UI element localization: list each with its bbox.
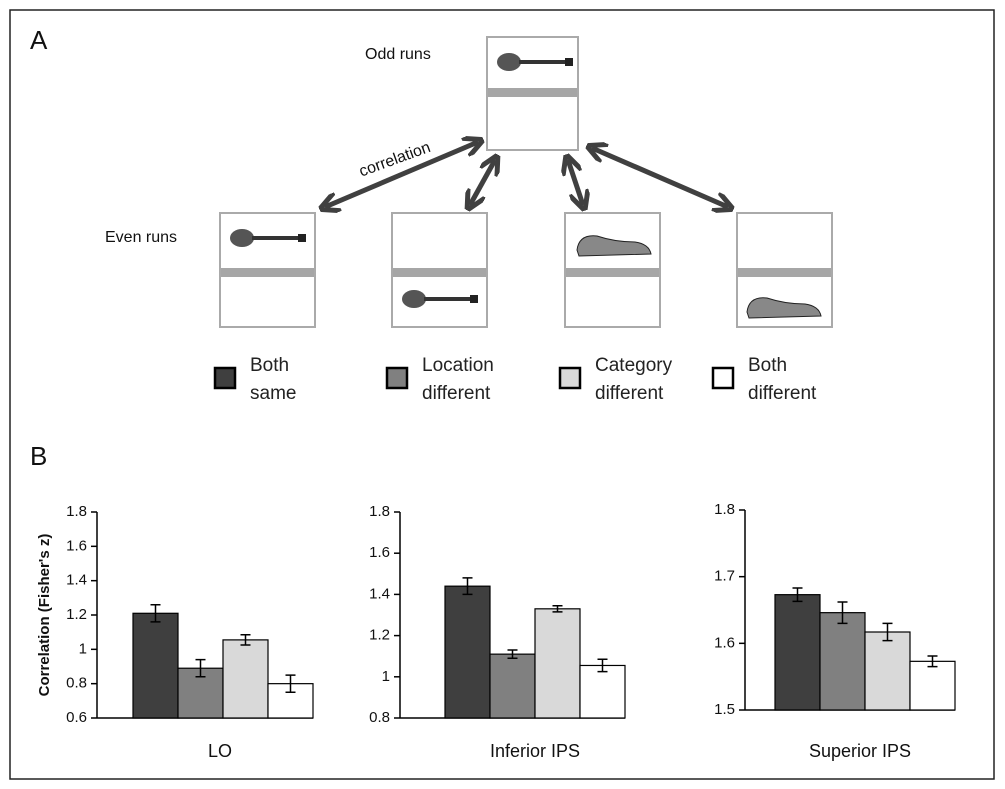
bar bbox=[910, 661, 955, 710]
y-tick-label: 1.2 bbox=[369, 627, 390, 644]
y-tick-label: 1.6 bbox=[369, 544, 390, 561]
odd-label: Odd runs bbox=[365, 46, 431, 63]
y-tick-label: 0.8 bbox=[66, 675, 87, 692]
legend-swatch bbox=[215, 368, 235, 388]
legend-label: Category different bbox=[595, 352, 695, 408]
panel-label: A bbox=[30, 25, 48, 55]
bar bbox=[445, 586, 490, 718]
legend-label: Both same bbox=[250, 352, 310, 408]
bar bbox=[223, 640, 268, 718]
bar bbox=[133, 613, 178, 718]
y-tick-label: 1.8 bbox=[66, 503, 87, 520]
arrow bbox=[470, 160, 495, 205]
y-tick-label: 1.5 bbox=[714, 701, 735, 718]
x-axis-label: LO bbox=[208, 741, 232, 761]
legend-swatch bbox=[560, 368, 580, 388]
even-label: Even runs bbox=[105, 229, 177, 246]
y-axis-label: Correlation (Fisher's z) bbox=[36, 534, 53, 697]
legend-swatch bbox=[713, 368, 733, 388]
arrow bbox=[568, 160, 583, 205]
y-tick-label: 0.6 bbox=[66, 709, 87, 726]
arrows bbox=[325, 142, 728, 207]
bar bbox=[535, 609, 580, 718]
y-tick-label: 1.8 bbox=[369, 503, 390, 520]
y-tick-label: 0.8 bbox=[369, 709, 390, 726]
figure: A B Odd runs Even runs correlation 0.6 0.… bbox=[0, 0, 1005, 789]
boxes bbox=[220, 37, 832, 327]
bar bbox=[580, 665, 625, 718]
y-tick-label: 1.8 bbox=[714, 501, 735, 518]
x-axis-label: Superior IPS bbox=[809, 741, 911, 761]
x-axis-label: Inferior IPS bbox=[490, 741, 580, 761]
y-tick-label: 1.6 bbox=[66, 537, 87, 554]
band bbox=[566, 268, 659, 277]
band bbox=[738, 268, 831, 277]
y-tick-label: 1.4 bbox=[369, 585, 390, 602]
band bbox=[488, 88, 577, 97]
legend-swatch bbox=[387, 368, 407, 388]
legend-label: Both different bbox=[748, 352, 848, 408]
band bbox=[393, 268, 486, 277]
arrow-label: correlation bbox=[357, 139, 433, 181]
legend-label: Location different bbox=[422, 352, 522, 408]
y-tick-label: 1.2 bbox=[66, 606, 87, 623]
arrow bbox=[592, 148, 728, 207]
bar bbox=[865, 632, 910, 710]
panel-label: B bbox=[30, 441, 47, 471]
band bbox=[221, 268, 314, 277]
y-tick-label: 1.6 bbox=[714, 634, 735, 651]
y-tick-label: 1.4 bbox=[66, 572, 87, 589]
bar bbox=[820, 613, 865, 710]
y-tick-label: 1 bbox=[382, 668, 390, 685]
y-tick-label: 1 bbox=[79, 640, 87, 657]
y-tick-label: 1.7 bbox=[714, 568, 735, 585]
bar bbox=[775, 595, 820, 710]
bar bbox=[490, 654, 535, 718]
